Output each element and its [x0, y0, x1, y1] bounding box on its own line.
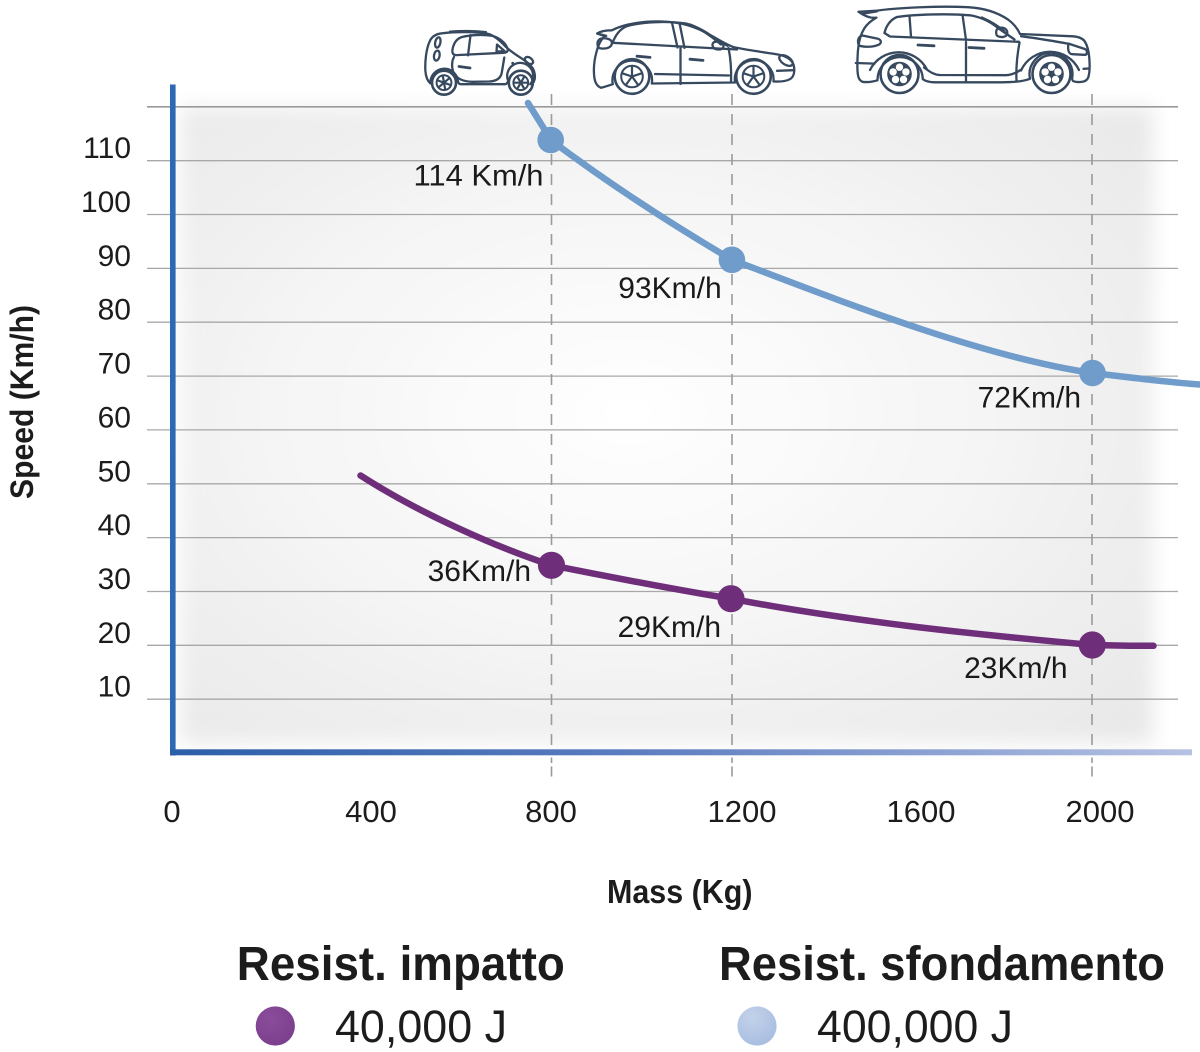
svg-text:50: 50 [98, 455, 131, 488]
svg-text:Speed (Km/h): Speed (Km/h) [4, 305, 40, 499]
svg-text:800: 800 [525, 794, 577, 829]
svg-text:1200: 1200 [708, 794, 777, 829]
svg-text:Mass (Kg): Mass (Kg) [607, 873, 753, 910]
svg-text:90: 90 [98, 240, 131, 273]
svg-text:100: 100 [81, 186, 131, 219]
svg-text:40,000 J: 40,000 J [335, 1001, 507, 1052]
svg-text:2000: 2000 [1066, 794, 1135, 829]
svg-text:70: 70 [98, 348, 131, 381]
svg-text:400,000 J: 400,000 J [817, 1001, 1013, 1052]
svg-text:80: 80 [98, 294, 131, 327]
svg-text:72Km/h: 72Km/h [978, 382, 1081, 415]
svg-text:23Km/h: 23Km/h [964, 652, 1067, 685]
svg-text:110: 110 [83, 132, 131, 165]
svg-text:114 Km/h: 114 Km/h [414, 160, 544, 193]
svg-text:36Km/h: 36Km/h [428, 555, 531, 588]
svg-text:40: 40 [98, 509, 131, 542]
svg-text:1600: 1600 [887, 794, 956, 829]
svg-text:Resist. sfondamento: Resist. sfondamento [719, 938, 1165, 991]
svg-text:10: 10 [98, 671, 131, 704]
svg-text:93Km/h: 93Km/h [618, 272, 721, 305]
svg-text:29Km/h: 29Km/h [618, 611, 721, 644]
svg-text:30: 30 [98, 563, 131, 596]
svg-text:400: 400 [345, 794, 397, 829]
svg-text:20: 20 [98, 617, 131, 650]
svg-text:0: 0 [163, 794, 180, 829]
svg-text:60: 60 [98, 401, 131, 434]
svg-text:Resist. impatto: Resist. impatto [237, 938, 565, 991]
